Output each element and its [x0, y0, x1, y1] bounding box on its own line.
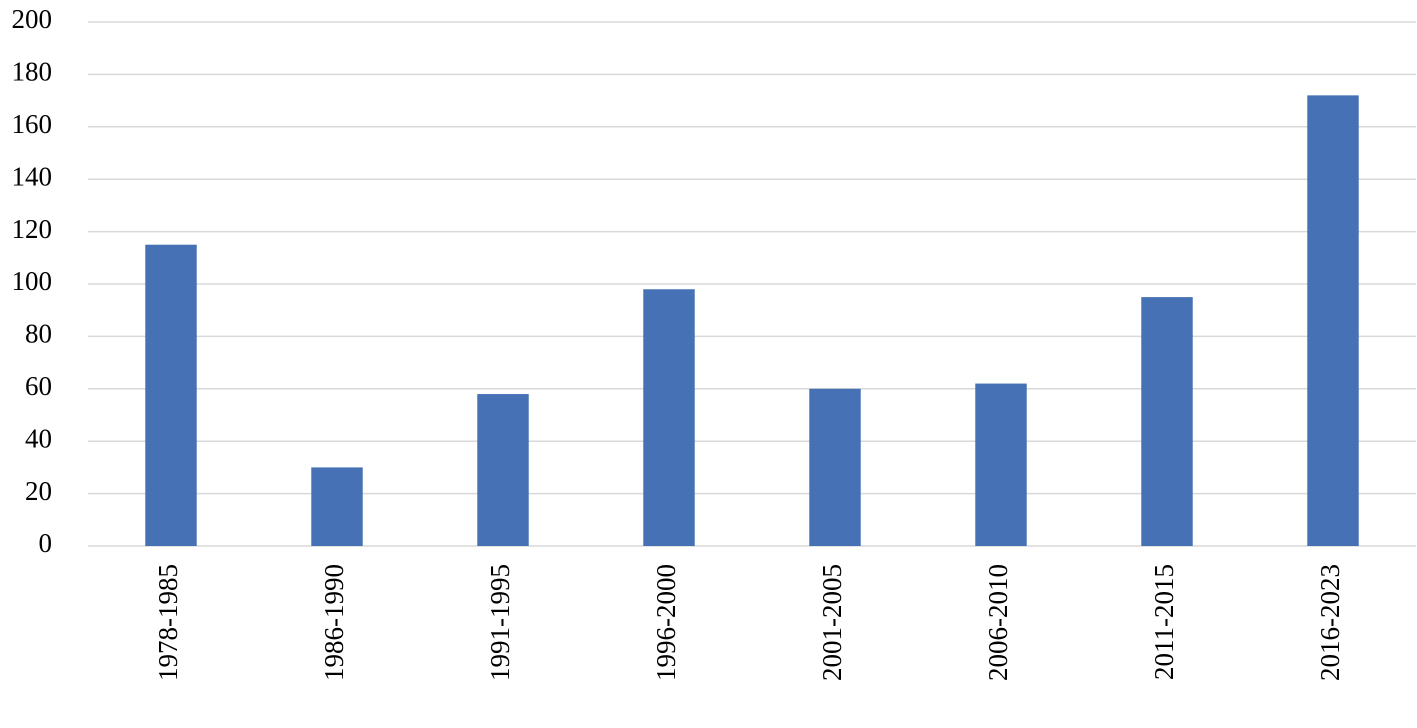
y-tick-label: 60 [25, 371, 52, 401]
bar [1141, 297, 1193, 546]
x-tick-label: 1978-1985 [153, 564, 183, 681]
y-tick-label: 100 [12, 266, 53, 296]
y-tick-label: 20 [25, 476, 52, 506]
bar [477, 394, 529, 546]
x-tick-label: 2011-2015 [1149, 564, 1179, 680]
bar [145, 244, 197, 546]
y-tick-label: 160 [12, 109, 53, 139]
bar [809, 388, 861, 546]
y-tick-label: 180 [12, 57, 53, 87]
x-tick-label: 1991-1995 [485, 564, 515, 681]
y-tick-label: 80 [25, 319, 52, 349]
y-tick-label: 200 [12, 4, 53, 34]
x-tick-label: 1996-2000 [651, 564, 681, 681]
bar [1307, 95, 1359, 547]
x-tick-label: 2001-2005 [817, 564, 847, 681]
x-tick-label: 2016-2023 [1315, 564, 1345, 681]
x-tick-label: 1986-1990 [319, 564, 349, 681]
y-tick-label: 120 [12, 214, 53, 244]
bar [311, 467, 363, 546]
y-tick-label: 140 [12, 161, 53, 191]
x-tick-label: 2006-2010 [983, 564, 1013, 681]
y-tick-label: 40 [25, 423, 52, 453]
y-tick-label: 0 [39, 528, 53, 558]
bar [643, 289, 695, 546]
bar [975, 383, 1027, 546]
